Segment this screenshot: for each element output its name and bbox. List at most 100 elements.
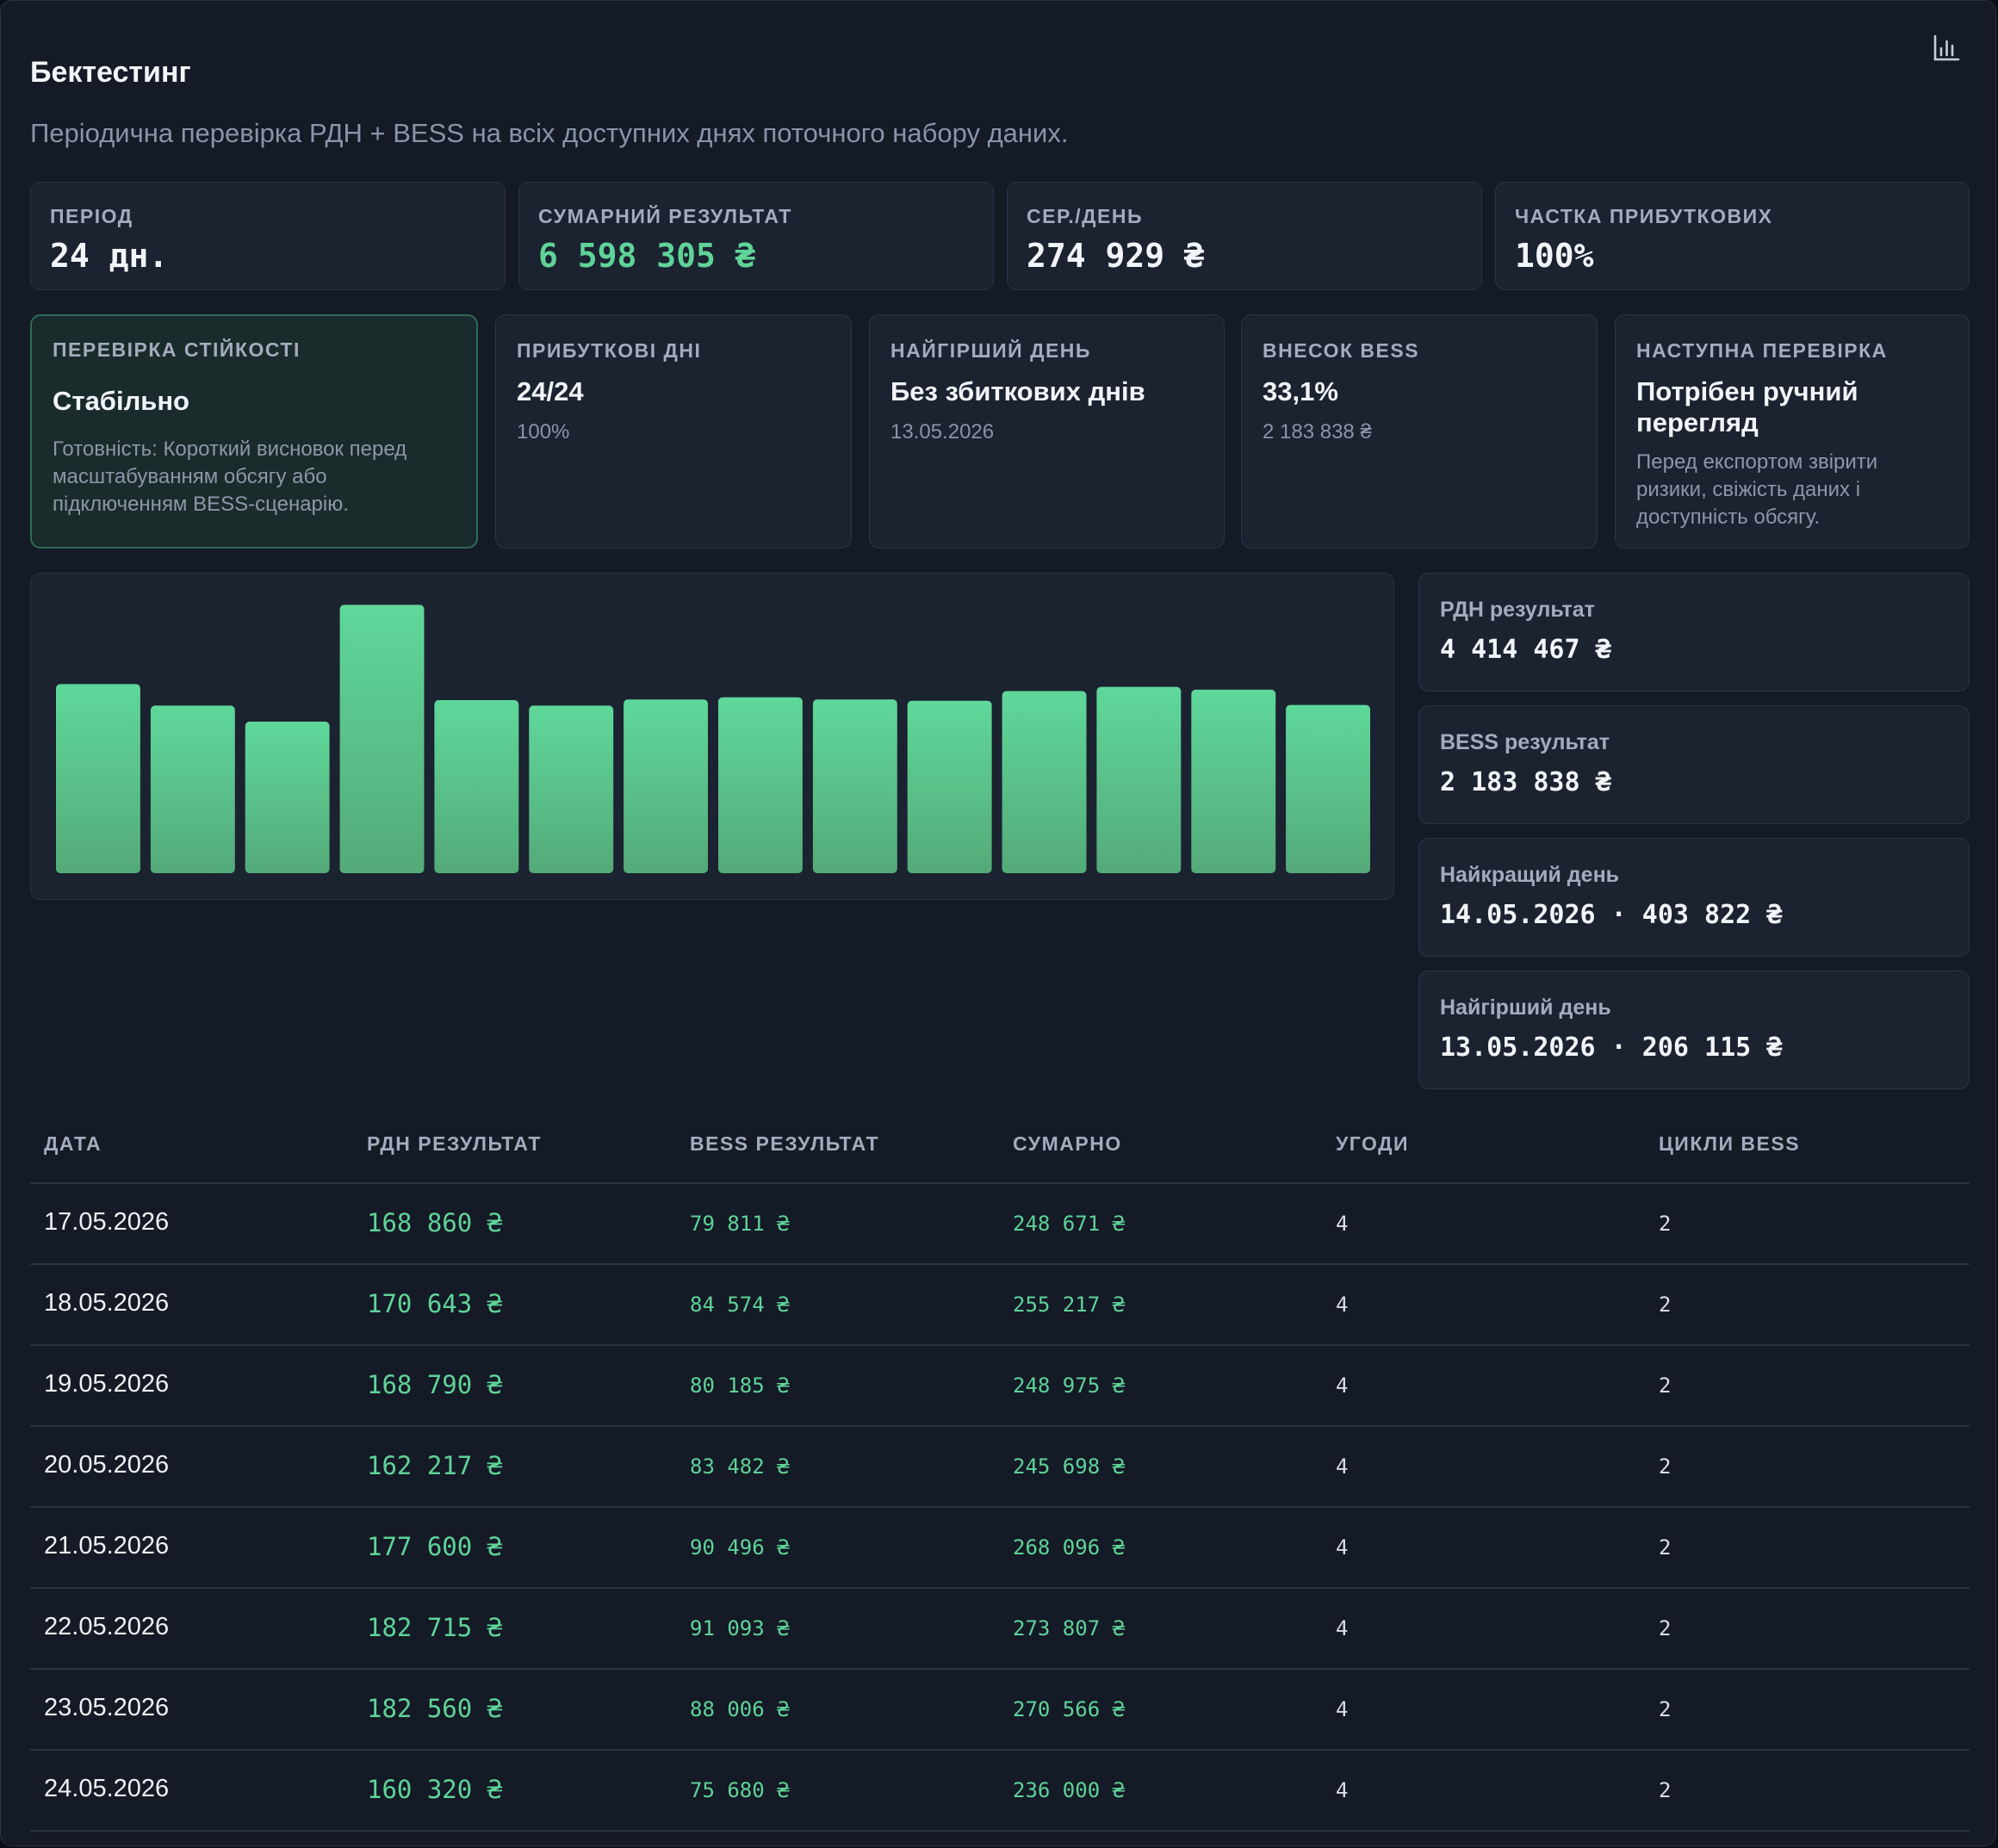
card-label: ПРИБУТКОВІ ДНІ	[517, 339, 702, 362]
stat-label: BESS результат	[1440, 730, 1610, 754]
cell-cycles: 2	[1659, 1778, 1672, 1802]
cell-cycles: 2	[1659, 1454, 1672, 1479]
chart-bar[interactable]	[339, 605, 425, 873]
table-row[interactable]: 20.05.2026 162 217 ₴ 83 482 ₴ 245 698 ₴ …	[30, 1427, 1970, 1508]
cell-date: 22.05.2026	[44, 1613, 170, 1640]
cell-date: 23.05.2026	[44, 1694, 170, 1721]
cell-cycles: 2	[1659, 1212, 1672, 1236]
cell-deals: 4	[1336, 1454, 1349, 1479]
cell-deals: 4	[1336, 1616, 1349, 1640]
card-description: Готовність: Короткий висновок перед масш…	[53, 437, 407, 516]
cell-rdn: 168 790 ₴	[367, 1370, 503, 1399]
card-sub: 2 183 838 ₴	[1263, 420, 1372, 443]
kpi-value: 24 дн.	[50, 237, 169, 275]
cell-date: 19.05.2026	[44, 1370, 170, 1398]
table-row[interactable]: 18.05.2026 170 643 ₴ 84 574 ₴ 255 217 ₴ …	[30, 1265, 1970, 1346]
table-row[interactable]: 17.05.2026 168 860 ₴ 79 811 ₴ 248 671 ₴ …	[30, 1184, 1970, 1265]
card-label: ВНЕСОК BESS	[1263, 339, 1420, 362]
kpi-label: СЕР./ДЕНЬ	[1027, 205, 1143, 227]
cell-cycles: 2	[1659, 1293, 1672, 1317]
stat-value: 2 183 838 ₴	[1440, 767, 1611, 797]
kpi-card-period: ПЕРІОД 24 дн.	[30, 182, 506, 290]
cell-date: 24.05.2026	[44, 1775, 170, 1802]
column-header-deals[interactable]: УГОДИ	[1336, 1132, 1410, 1155]
kpi-card-avg-per-day: СЕР./ДЕНЬ 274 929 ₴	[1007, 182, 1482, 290]
chart-bar[interactable]	[245, 722, 330, 873]
card-bess-contribution: ВНЕСОК BESS 33,1% 2 183 838 ₴	[1241, 314, 1598, 549]
kpi-value: 6 598 305 ₴	[538, 237, 755, 275]
card-sub: 13.05.2026	[890, 420, 995, 443]
cell-total: 270 566 ₴	[1013, 1697, 1126, 1721]
chart-bar[interactable]	[434, 700, 519, 873]
chart-bar[interactable]	[907, 700, 992, 873]
table-row[interactable]: 19.05.2026 168 790 ₴ 80 185 ₴ 248 975 ₴ …	[30, 1346, 1970, 1427]
page-title: Бектестинг	[30, 56, 191, 89]
cell-rdn: 160 320 ₴	[367, 1775, 503, 1804]
kpi-value: 274 929 ₴	[1027, 237, 1204, 275]
cell-bess: 90 496 ₴	[690, 1535, 790, 1560]
table-row[interactable]: 22.05.2026 182 715 ₴ 91 093 ₴ 273 807 ₴ …	[30, 1589, 1970, 1670]
cell-total: 255 217 ₴	[1013, 1293, 1126, 1317]
cell-date: 20.05.2026	[44, 1451, 170, 1479]
card-label: ПЕРЕВІРКА СТІЙКОСТІ	[53, 338, 301, 361]
cell-total: 273 807 ₴	[1013, 1616, 1126, 1640]
table-row[interactable]: 24.05.2026 160 320 ₴ 75 680 ₴ 236 000 ₴ …	[30, 1751, 1970, 1832]
cell-date: 21.05.2026	[44, 1532, 170, 1560]
cell-deals: 4	[1336, 1293, 1349, 1317]
cell-rdn: 162 217 ₴	[367, 1451, 503, 1480]
chart-bar[interactable]	[1096, 686, 1182, 873]
cell-deals: 4	[1336, 1535, 1349, 1560]
card-title: Стабільно	[53, 386, 189, 416]
cell-total: 245 698 ₴	[1013, 1454, 1126, 1479]
card-title: 24/24	[517, 376, 584, 406]
bar-chart-svg	[56, 605, 1370, 874]
cell-rdn: 182 715 ₴	[367, 1613, 503, 1642]
cell-total: 248 671 ₴	[1013, 1212, 1126, 1236]
page-subtitle: Періодична перевірка РДН + BESS на всіх …	[30, 118, 1069, 148]
chart-bar[interactable]	[718, 697, 803, 873]
daily-result-chart	[30, 573, 1394, 900]
table-row[interactable]: 21.05.2026 177 600 ₴ 90 496 ₴ 268 096 ₴ …	[30, 1508, 1970, 1589]
chart-bar[interactable]	[529, 705, 614, 873]
cell-deals: 4	[1336, 1374, 1349, 1398]
card-stability-check: ПЕРЕВІРКА СТІЙКОСТІ Стабільно Готовність…	[30, 314, 478, 549]
column-header-bess[interactable]: BESS РЕЗУЛЬТАТ	[690, 1132, 880, 1155]
cell-deals: 4	[1336, 1778, 1349, 1802]
cell-bess: 75 680 ₴	[690, 1778, 790, 1802]
column-header-date[interactable]: ДАТА	[44, 1132, 102, 1155]
card-description: Перед експортом звірити ризики, свіжість…	[1636, 450, 1878, 529]
column-header-cycles[interactable]: ЦИКЛИ BESS	[1659, 1132, 1801, 1155]
results-table: ДАТА РДН РЕЗУЛЬТАТ BESS РЕЗУЛЬТАТ СУМАРН…	[30, 1112, 1970, 1832]
cell-date: 18.05.2026	[44, 1289, 170, 1317]
cell-cycles: 2	[1659, 1535, 1672, 1560]
chart-bar[interactable]	[1002, 691, 1087, 874]
column-header-rdn[interactable]: РДН РЕЗУЛЬТАТ	[367, 1132, 542, 1155]
cell-bess: 91 093 ₴	[690, 1616, 790, 1640]
card-worst-day: НАЙГІРШИЙ ДЕНЬ Без збиткових днів 13.05.…	[869, 314, 1225, 549]
stat-label: РДН результат	[1440, 598, 1595, 622]
chart-bar[interactable]	[812, 699, 897, 873]
cell-cycles: 2	[1659, 1616, 1672, 1640]
cell-date: 17.05.2026	[44, 1208, 170, 1236]
chart-bar[interactable]	[1191, 689, 1276, 873]
stat-bess-result: BESS результат 2 183 838 ₴	[1418, 705, 1970, 824]
card-label: НАСТУПНА ПЕРЕВІРКА	[1636, 339, 1888, 362]
chart-bar[interactable]	[150, 705, 235, 873]
cell-bess: 83 482 ₴	[690, 1454, 790, 1479]
cell-bess: 79 811 ₴	[690, 1212, 790, 1236]
kpi-label: СУМАРНИЙ РЕЗУЛЬТАТ	[538, 205, 792, 227]
chart-bar[interactable]	[1286, 704, 1370, 873]
bar-chart-icon[interactable]	[1932, 34, 1961, 63]
kpi-label: ПЕРІОД	[50, 205, 133, 227]
cell-cycles: 2	[1659, 1374, 1672, 1398]
chart-bar[interactable]	[624, 699, 708, 873]
cell-bess: 84 574 ₴	[690, 1293, 790, 1317]
column-header-total[interactable]: СУМАРНО	[1013, 1132, 1122, 1155]
table-row[interactable]: 23.05.2026 182 560 ₴ 88 006 ₴ 270 566 ₴ …	[30, 1670, 1970, 1751]
chart-bar[interactable]	[56, 684, 140, 873]
stat-value: 14.05.2026 · 403 822 ₴	[1440, 900, 1783, 930]
stat-label: Найкращий день	[1440, 863, 1620, 887]
cell-rdn: 177 600 ₴	[367, 1532, 503, 1561]
card-label: НАЙГІРШИЙ ДЕНЬ	[890, 339, 1091, 362]
